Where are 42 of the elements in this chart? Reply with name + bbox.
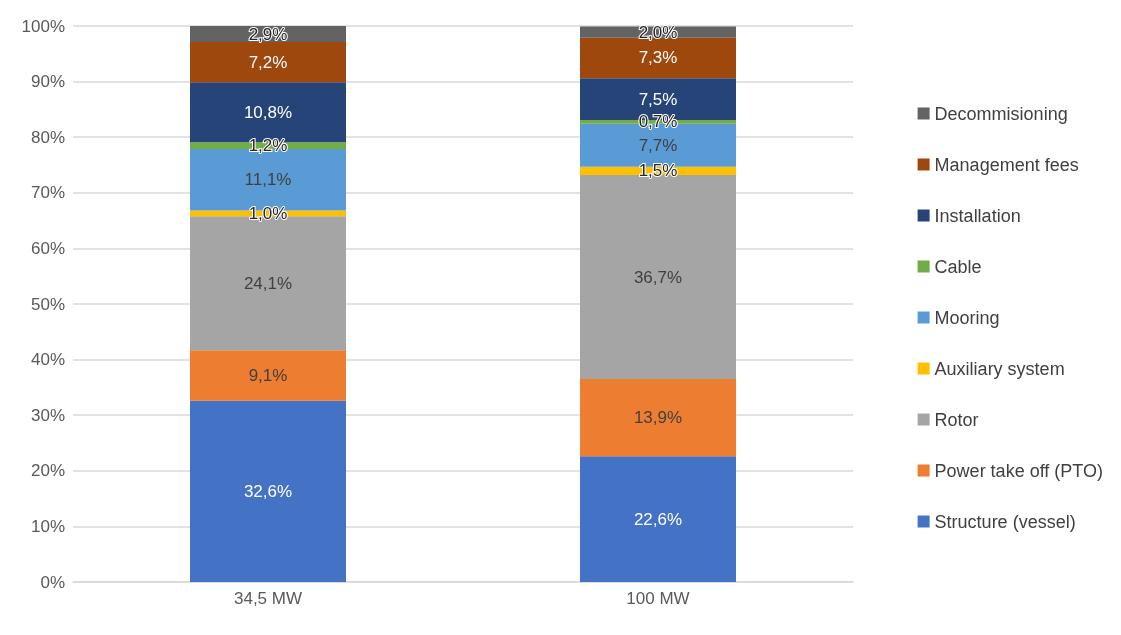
data-label: 7,7%	[638, 135, 678, 155]
data-label: 36,7%	[633, 267, 683, 287]
data-label: 7,3%	[638, 48, 678, 68]
data-label: 13,9%	[633, 408, 683, 428]
bar	[190, 42, 346, 83]
data-label: 2,0%	[638, 22, 678, 42]
y-tick-label: 60%	[30, 238, 65, 258]
data-label: 7,5%	[638, 89, 678, 109]
y-tick-label: 50%	[30, 294, 65, 314]
data-label: 0,7%	[638, 112, 678, 132]
legend-label: Decommisioning	[934, 103, 1068, 124]
data-label: 7,2%	[248, 52, 288, 72]
data-label: 32,6%	[243, 481, 293, 501]
bar	[190, 350, 346, 401]
legend-label: Power take off (PTO)	[934, 460, 1104, 481]
y-tick-label: 40%	[30, 350, 65, 370]
legend-label: Mooring	[934, 307, 1000, 328]
y-tick-label: 100%	[21, 16, 65, 36]
y-tick-label: 90%	[30, 72, 65, 92]
x-tick-label: 34,5 MW	[233, 589, 303, 608]
legend-label: Structure (vessel)	[934, 511, 1076, 532]
data-label: 9,1%	[248, 365, 288, 385]
legend-label: Cable	[934, 256, 982, 277]
legend-label: Rotor	[934, 409, 979, 430]
y-tick-label: 10%	[30, 516, 65, 536]
x-tick-label: 100 MW	[626, 589, 690, 608]
data-label: 10,8%	[243, 102, 293, 122]
bar	[580, 456, 736, 582]
data-label: 22,6%	[633, 509, 683, 529]
legend-label: Auxiliary system	[934, 358, 1065, 379]
y-tick-label: 70%	[30, 183, 65, 203]
bar	[190, 400, 346, 582]
data-label: 2,9%	[248, 24, 288, 44]
data-label: 24,1%	[243, 273, 293, 293]
bar	[580, 379, 736, 457]
y-tick-label: 80%	[30, 127, 65, 147]
legend-label: Management fees	[934, 154, 1079, 175]
y-tick-label: 30%	[30, 405, 65, 425]
legend-label: Installation	[934, 205, 1021, 226]
y-tick-label: 0%	[40, 572, 65, 592]
data-label: 11,1%	[244, 170, 292, 190]
y-tick-label: 20%	[30, 461, 65, 481]
